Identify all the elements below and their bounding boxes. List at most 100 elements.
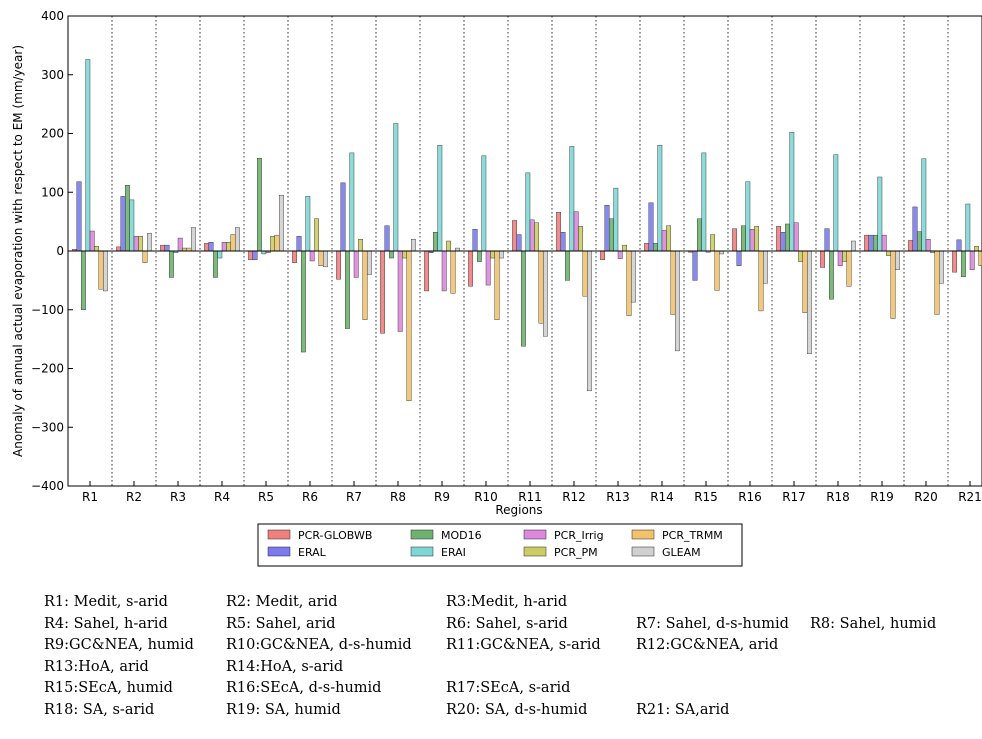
y-tick-label: 100	[41, 185, 64, 199]
bar	[98, 250, 104, 290]
bar	[393, 123, 399, 252]
legend-entry: PCR_TRMM	[662, 529, 723, 542]
x-tick-label: R21	[958, 490, 982, 504]
bar	[248, 250, 253, 261]
bar	[895, 250, 900, 270]
bar	[807, 250, 812, 355]
bar	[969, 250, 975, 270]
bar	[617, 250, 623, 259]
bar	[433, 231, 438, 252]
bar	[94, 246, 100, 252]
legend-swatch	[523, 529, 547, 540]
note-row: R1: Medit, s-arid R2: Medit, arid R3:Medit…	[44, 594, 974, 616]
bar	[780, 231, 786, 252]
bar	[604, 204, 610, 252]
bar	[965, 203, 971, 252]
legend-entry: ERAL	[298, 546, 327, 559]
bar	[481, 155, 487, 252]
bar	[490, 250, 495, 259]
bar	[138, 236, 143, 252]
region-note: R12:GC&NEA, arid	[636, 637, 779, 653]
bar	[309, 250, 315, 262]
bar	[692, 250, 698, 281]
bar	[296, 236, 302, 252]
bar	[472, 229, 478, 252]
x-tick-label: R8	[390, 490, 406, 504]
bar	[622, 244, 628, 252]
bar	[221, 241, 227, 252]
bar	[587, 250, 592, 392]
y-tick-label: −200	[31, 362, 64, 376]
bar	[336, 250, 341, 280]
bar	[349, 152, 355, 252]
region-note: R14:HoA, s-arid	[226, 658, 344, 675]
x-tick-label: R12	[562, 490, 586, 504]
bar	[397, 250, 403, 332]
bar	[525, 172, 531, 252]
x-tick-label: R10	[474, 490, 498, 504]
bar	[129, 199, 135, 252]
bar	[543, 250, 548, 337]
bar	[305, 196, 311, 252]
bar	[701, 152, 707, 252]
region-note: R7: Sahel, d-s-humid	[636, 615, 789, 632]
y-tick-label: 0	[56, 244, 64, 258]
bar	[252, 250, 258, 261]
bar	[657, 145, 663, 252]
bar	[204, 243, 209, 252]
region-note: R21: SA,arid	[636, 701, 730, 718]
bar	[89, 230, 95, 252]
bar	[600, 250, 606, 261]
bar	[974, 246, 980, 252]
bar	[345, 250, 350, 329]
bar	[560, 231, 566, 252]
bar	[573, 211, 579, 252]
region-note: R3:Medit, h-arid	[446, 594, 568, 610]
chart: −400 −300 −200 −100 0 100 200 300 400 R1 R2 R3 R4 R5…	[11, 9, 982, 567]
bar	[886, 250, 892, 256]
x-tick-label: R7	[346, 490, 362, 504]
bar	[133, 236, 139, 252]
legend-entry: PCR_PM	[554, 546, 598, 559]
bar	[820, 250, 826, 268]
region-note: R16:SEcA, d-s-humid	[226, 680, 382, 696]
bar	[763, 250, 768, 284]
bar	[446, 240, 451, 252]
legend: PCR-GLOBWB ERAL MOD16 ERAI PCR_Irrig PCR_PM PC…	[257, 523, 743, 567]
legend-entry: PCR-GLOBWB	[298, 529, 372, 542]
bar	[146, 233, 152, 252]
bar	[653, 243, 658, 252]
bar	[160, 244, 165, 252]
bar	[631, 250, 636, 303]
legend-swatch	[410, 529, 434, 540]
bar	[868, 234, 874, 252]
bar	[116, 246, 122, 252]
bar	[798, 250, 804, 262]
x-tick-label: R11	[518, 490, 542, 504]
bar	[556, 212, 562, 252]
bar	[925, 239, 931, 252]
note-row: R15:SEcA, humid R16:SEcA, d-s-humid R17:SE…	[44, 680, 974, 702]
bar	[76, 181, 82, 252]
y-tick-label: 300	[41, 68, 64, 82]
region-note: R17:SEcA, s-arid	[446, 680, 571, 696]
bar	[837, 250, 843, 266]
region-note: R20: SA, d-s-humid	[446, 701, 588, 718]
bar	[270, 236, 275, 252]
bar	[190, 227, 196, 252]
bar	[565, 250, 570, 281]
bar	[921, 158, 927, 252]
region-note: R19: SA, humid	[226, 701, 341, 718]
bar	[824, 228, 830, 252]
bar	[749, 229, 755, 252]
legend-swatch	[267, 529, 291, 540]
bar	[516, 234, 522, 252]
bar	[873, 234, 878, 252]
legend-entry: PCR_Irrig	[554, 529, 604, 542]
legend-swatch	[631, 529, 655, 540]
bar	[406, 250, 412, 402]
bar	[961, 250, 966, 278]
bar	[776, 226, 782, 252]
y-tick-label: 400	[41, 9, 64, 23]
x-tick-label: R5	[258, 490, 274, 504]
